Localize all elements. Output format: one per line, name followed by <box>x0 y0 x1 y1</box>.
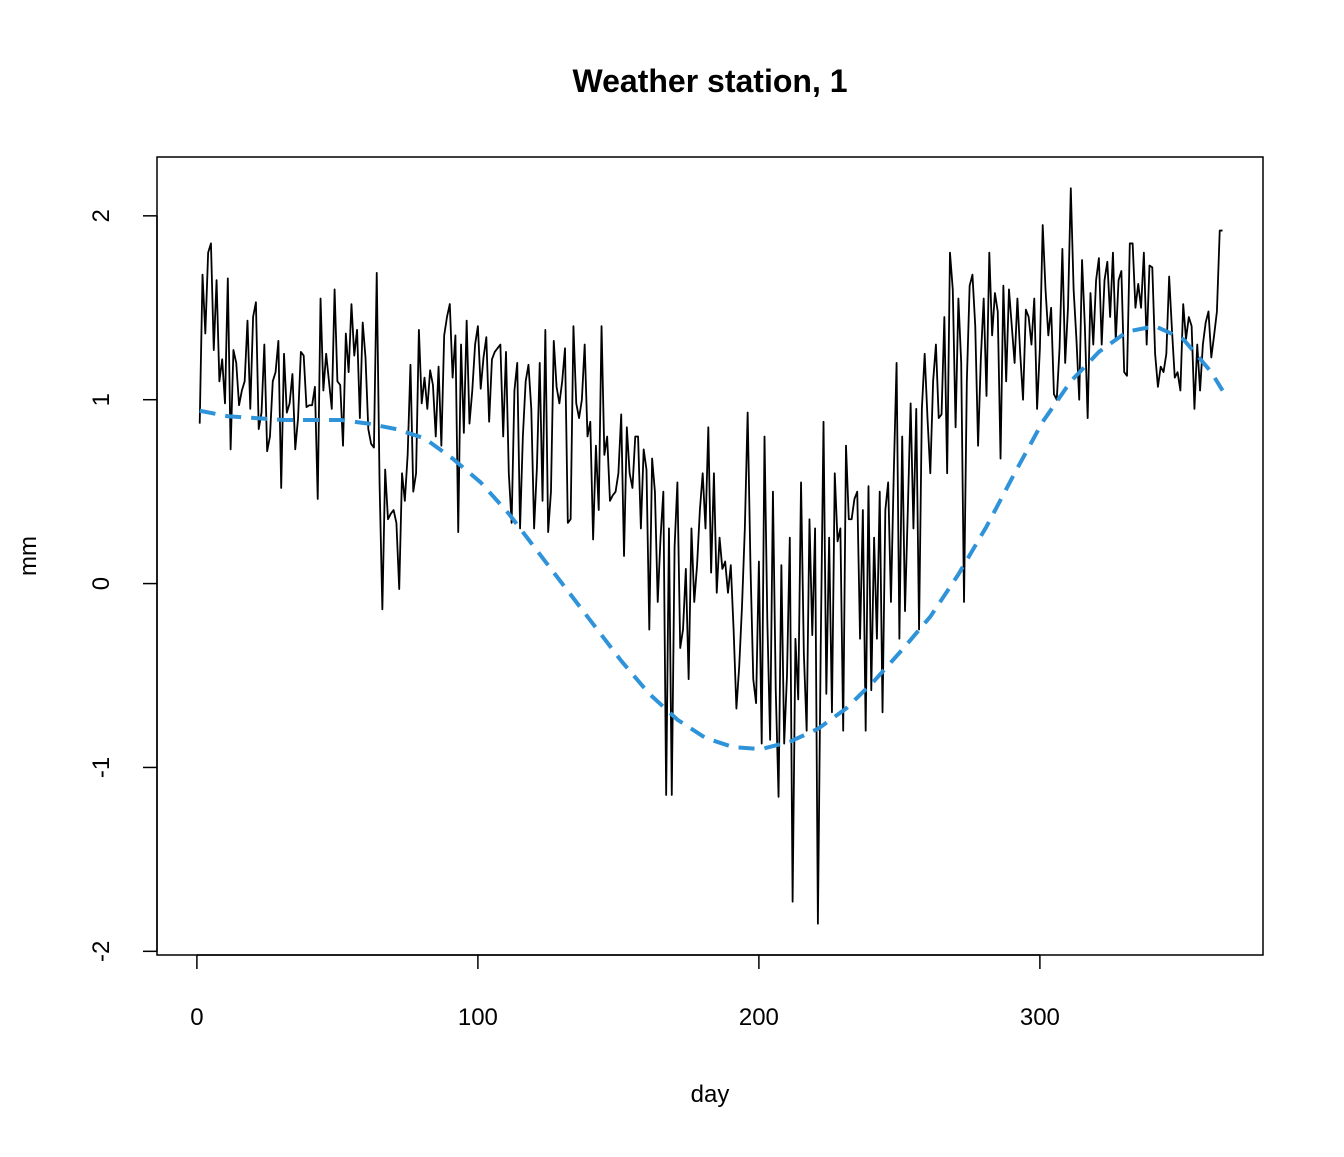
x-tick-label: 0 <box>190 1004 203 1031</box>
x-tick-label: 200 <box>739 1004 779 1031</box>
x-axis-label: day <box>691 1081 730 1108</box>
x-tick-label: 300 <box>1020 1004 1060 1031</box>
data-line <box>198 187 1223 925</box>
data-line <box>199 324 1225 752</box>
x-tick-label: 100 <box>458 1004 498 1031</box>
chart-title: Weather station, 1 <box>572 63 847 99</box>
y-tick-label: 2 <box>88 209 115 222</box>
y-axis-label: mm <box>15 536 42 576</box>
y-tick-label: 0 <box>88 577 115 590</box>
y-tick-label: -2 <box>88 941 115 962</box>
y-tick-label: -1 <box>88 757 115 778</box>
y-tick-label: 1 <box>88 393 115 406</box>
